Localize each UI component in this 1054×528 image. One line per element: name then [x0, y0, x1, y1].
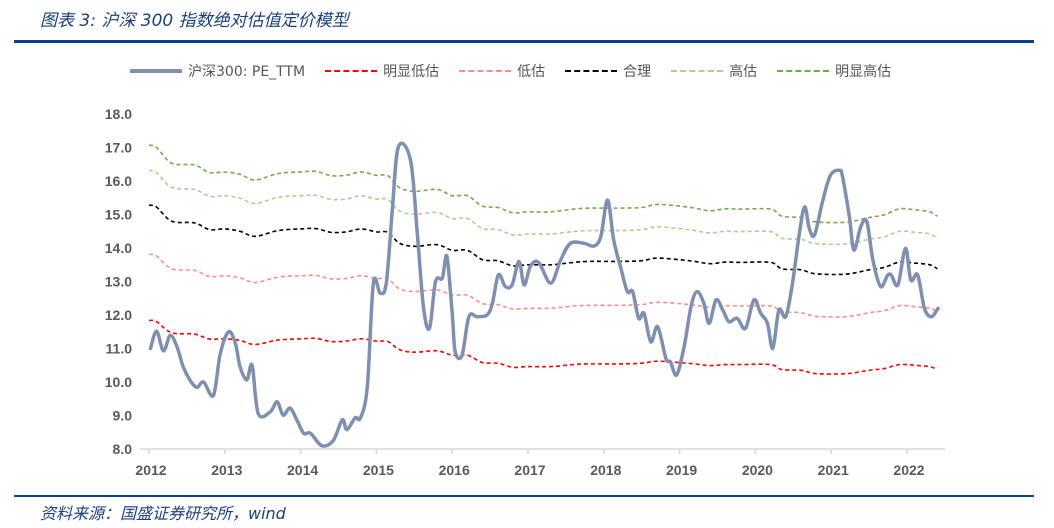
series-line-overvalued — [148, 169, 938, 246]
legend-item-high: 高估 — [671, 61, 757, 81]
x-tick-label: 2021 — [818, 462, 849, 478]
legend-swatch-pe — [130, 69, 182, 73]
x-tick-label: 2014 — [287, 462, 318, 478]
y-tick-label: 11.0 — [106, 341, 133, 357]
y-tick-label: 14.0 — [105, 240, 132, 256]
x-tick-label: 2017 — [514, 462, 545, 478]
legend-label-very-high: 明显高估 — [835, 64, 892, 80]
y-tick-label: 16.0 — [105, 173, 132, 189]
y-tick-label: 13.0 — [105, 274, 132, 290]
x-tick-label: 2020 — [742, 462, 773, 478]
x-tick-label: 2013 — [211, 462, 242, 478]
y-tick-label: 8.0 — [113, 441, 133, 457]
legend-swatch-very-low — [325, 70, 378, 72]
legend-item-low: 低估 — [459, 61, 545, 81]
series-line-fair — [148, 204, 938, 276]
figure-title: 图表 3: 沪深 300 指数绝对估值定价模型 — [40, 11, 349, 31]
x-tick-label: 2016 — [439, 462, 470, 478]
series-line-undervalued — [148, 253, 938, 318]
legend: 沪深300: PE_TTM 明显低估 低估 合理 高估 明显高估 — [130, 61, 891, 81]
x-tick-label: 2018 — [590, 462, 621, 478]
legend-item-pe: 沪深300: PE_TTM — [130, 61, 305, 81]
footer-divider — [14, 495, 1034, 497]
x-tick-label: 2015 — [363, 462, 394, 478]
legend-item-fair: 合理 — [565, 61, 651, 81]
legend-label-pe: 沪深300: PE_TTM — [188, 64, 306, 80]
source-note: 资料来源：国盛证券研究所，wind — [40, 504, 286, 523]
legend-label-high: 高估 — [729, 64, 758, 80]
y-tick-label: 9.0 — [113, 408, 133, 424]
x-tick-label: 2022 — [893, 462, 924, 478]
y-tick-label: 15.0 — [105, 207, 132, 223]
legend-item-very-high: 明显高估 — [777, 61, 891, 81]
legend-swatch-high — [671, 70, 724, 72]
y-tick-label: 12.0 — [105, 307, 132, 323]
x-tick-label: 2019 — [666, 462, 697, 478]
legend-item-very-low: 明显低估 — [325, 61, 439, 81]
header-divider — [14, 40, 1034, 43]
legend-label-low: 低估 — [517, 64, 546, 80]
legend-label-very-low: 明显低估 — [383, 64, 440, 80]
y-tick-label: 18.0 — [105, 106, 132, 122]
legend-swatch-low — [459, 70, 512, 72]
series-line-pe-ttm — [148, 141, 940, 448]
series-line-very-undervalued — [148, 319, 938, 375]
y-tick-label: 10.0 — [105, 374, 132, 390]
legend-swatch-fair — [565, 70, 618, 72]
legend-swatch-very-high — [777, 70, 830, 72]
series-line-very-overvalued — [148, 144, 938, 224]
x-tick-label: 2012 — [135, 462, 166, 478]
y-tick-label: 17.0 — [105, 140, 132, 156]
legend-label-fair: 合理 — [623, 64, 652, 80]
